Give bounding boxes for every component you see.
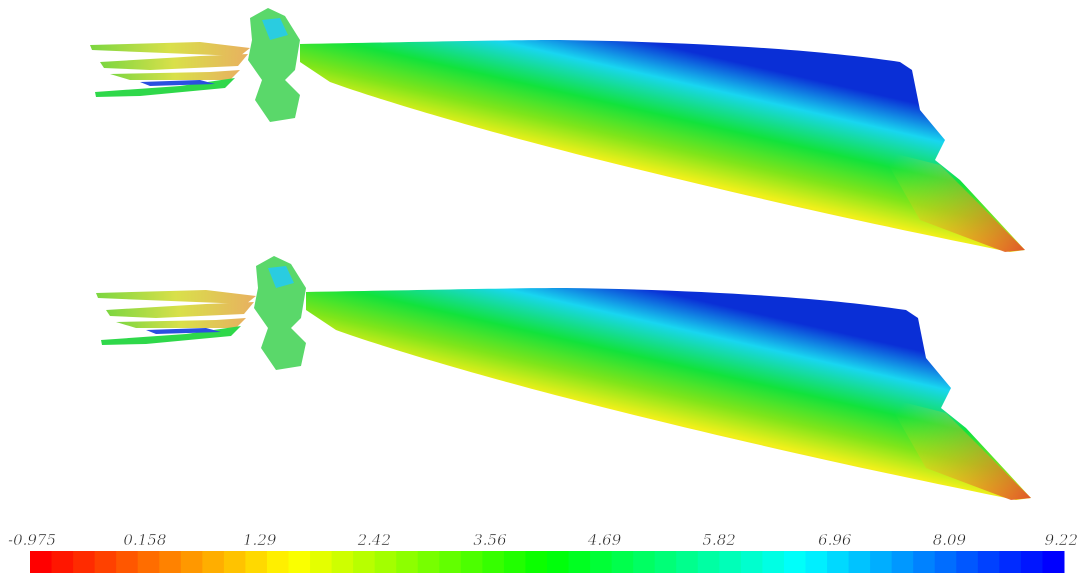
colorbar-step (827, 551, 849, 573)
colorbar-step (547, 551, 569, 573)
colorbar-step (719, 551, 741, 573)
colorbar-step (332, 551, 354, 573)
colorbar-step (310, 551, 332, 573)
colorbar-step (1021, 551, 1043, 573)
colorbar-step (676, 551, 698, 573)
colorbar-step (698, 551, 720, 573)
colorbar-step (762, 551, 784, 573)
colorbar-ticks: -0.975 0.158 1.29 2.42 3.56 4.69 5.82 6.96 8.09 9… (8, 531, 1078, 549)
tick-label: 0.158 (123, 531, 166, 549)
colorbar-step (633, 551, 655, 573)
colorbar-step (267, 551, 289, 573)
colorbar-step (245, 551, 267, 573)
colorbar-step (892, 551, 914, 573)
colorbar-step (138, 551, 160, 573)
colorbar-step (30, 551, 52, 573)
colorbar-step (741, 551, 763, 573)
colorbar-step (289, 551, 311, 573)
tick-label: 3.56 (473, 531, 507, 549)
colorbar-step (784, 551, 806, 573)
point-cloud-bottom (96, 256, 1031, 500)
colorbar-step (52, 551, 74, 573)
tick-label: 2.42 (357, 531, 391, 549)
colorbar-step (181, 551, 203, 573)
colorbar (30, 551, 1065, 573)
colorbar-step (396, 551, 418, 573)
tick-label: 5.82 (702, 531, 735, 549)
tick-label: 4.69 (587, 531, 622, 549)
colorbar-step (353, 551, 375, 573)
tick-label: 9.22 (1045, 531, 1078, 549)
colorbar-step (913, 551, 935, 573)
colorbar-step (418, 551, 440, 573)
colorbar-step (806, 551, 828, 573)
colorbar-step (224, 551, 246, 573)
tick-label: 6.96 (818, 531, 852, 549)
colorbar-step (870, 551, 892, 573)
colorbar-step (1042, 551, 1064, 573)
colorbar-step (978, 551, 1000, 573)
colorbar-step (461, 551, 483, 573)
colorbar-step (956, 551, 978, 573)
colorbar-step (612, 551, 634, 573)
colorbar-step (95, 551, 117, 573)
colorbar-step (116, 551, 138, 573)
colorbar-step (202, 551, 224, 573)
colorbar-step (159, 551, 181, 573)
colorbar-step (935, 551, 957, 573)
colorbar-step (590, 551, 612, 573)
colorbar-step (525, 551, 547, 573)
tick-label: 1.29 (243, 531, 277, 549)
colorbar-step (482, 551, 504, 573)
colorbar-step (504, 551, 526, 573)
colorbar-step (439, 551, 461, 573)
colorbar-step (849, 551, 871, 573)
colorbar-step (999, 551, 1021, 573)
tick-label: 8.09 (933, 531, 967, 549)
point-cloud-top (90, 8, 1025, 252)
colorbar-step (655, 551, 677, 573)
colorbar-step (569, 551, 591, 573)
colorbar-step (73, 551, 95, 573)
point-cloud-view: -0.975 0.158 1.29 2.42 3.56 4.69 5.82 6.96 8.09 9… (0, 0, 1082, 574)
tick-label: -0.975 (8, 531, 56, 549)
colorbar-step (375, 551, 397, 573)
